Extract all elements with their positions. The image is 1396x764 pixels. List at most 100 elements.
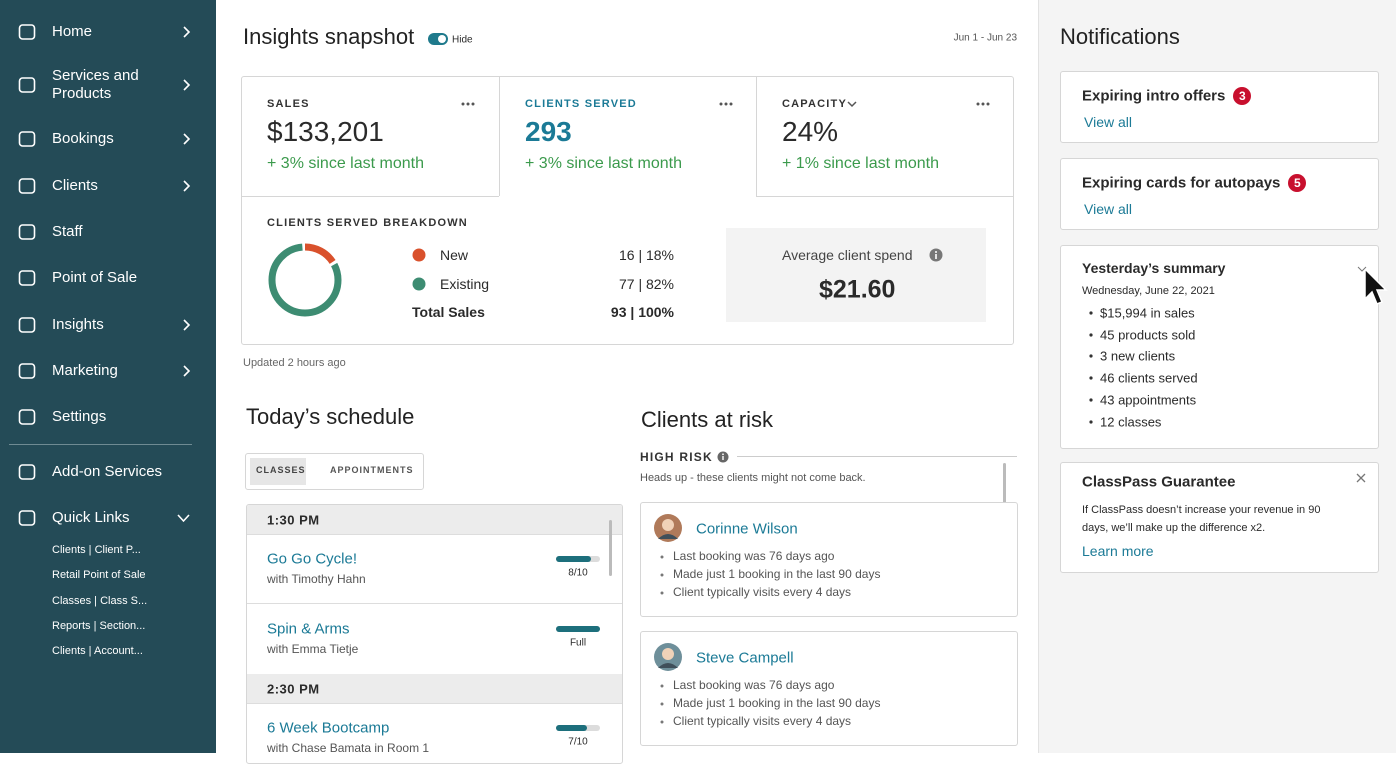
- summary-item: 12 classes: [1100, 414, 1162, 429]
- metric-change: + 3% since last month: [267, 155, 424, 172]
- nav-item[interactable]: Home: [52, 23, 93, 40]
- nav-icon: [18, 270, 36, 286]
- client-card: [640, 502, 1018, 617]
- total-value: 93 | 100%: [610, 304, 674, 320]
- time-label: 1:30 PM: [267, 512, 320, 528]
- quick-link[interactable]: Retail Point of Sale: [52, 569, 146, 582]
- divider: [499, 76, 500, 196]
- average-value: $21.60: [819, 275, 896, 304]
- risk-note: Heads up - these clients might not come …: [640, 472, 866, 484]
- nav-icon: [18, 77, 36, 93]
- metric-value: 293: [525, 116, 572, 147]
- legend-dot: [412, 277, 426, 290]
- nav-item[interactable]: Add-on Services: [52, 463, 163, 480]
- chevron[interactable]: [182, 133, 192, 145]
- nav-item[interactable]: Bookings: [52, 130, 114, 147]
- nav-item[interactable]: Services and Products: [52, 67, 139, 102]
- date-range: Jun 1 - Jun 23: [953, 32, 1017, 44]
- progress-label: Full: [569, 637, 587, 649]
- client-fact: Last booking was 76 days ago: [673, 549, 835, 563]
- summary-item: $15,994 in sales: [1100, 305, 1195, 321]
- sidebar: [0, 0, 216, 753]
- chevron[interactable]: [182, 26, 192, 38]
- divider: [247, 603, 622, 604]
- close-icon[interactable]: [1356, 473, 1366, 483]
- nav-item[interactable]: Insights: [52, 316, 104, 333]
- quick-link[interactable]: Reports | Section...: [52, 619, 146, 632]
- metric-change: + 1% since last month: [782, 155, 939, 172]
- schedule-title: Today’s schedule: [246, 404, 415, 429]
- class-name[interactable]: Spin & Arms: [267, 620, 350, 638]
- donut-segment: [268, 243, 342, 317]
- quick-link[interactable]: Classes | Class S...: [52, 594, 148, 607]
- summary-item: 45 products sold: [1100, 327, 1196, 343]
- bullet: [1089, 419, 1093, 424]
- view-all-link[interactable]: View all: [1084, 114, 1132, 130]
- client-name[interactable]: Steve Campell: [696, 649, 794, 667]
- metric-label: SALES: [267, 98, 310, 110]
- donut-chart: [268, 243, 342, 317]
- nav-item[interactable]: Clients: [52, 177, 98, 194]
- average-box: [726, 228, 986, 322]
- client-fact: Client typically visits every 4 days: [673, 714, 852, 728]
- notifications-title: Notifications: [1060, 24, 1180, 49]
- nav-item[interactable]: Quick Links: [52, 509, 130, 526]
- chevron[interactable]: [182, 180, 192, 192]
- legend-dot: [412, 248, 426, 262]
- chevron[interactable]: [182, 319, 192, 331]
- average-label: Average client spend: [782, 247, 913, 263]
- class-detail: with Emma Tietje: [267, 642, 359, 656]
- info-icon[interactable]: [929, 248, 943, 262]
- toggle-label[interactable]: Hide: [452, 34, 473, 46]
- progress-fill: [556, 626, 600, 632]
- more-icon[interactable]: [719, 102, 735, 106]
- summary-item: 3 new clients: [1100, 348, 1176, 364]
- tab[interactable]: APPOINTMENTS: [330, 465, 414, 475]
- toggle[interactable]: [428, 33, 448, 45]
- bullet: [660, 555, 664, 559]
- risk-level: HIGH RISK: [640, 450, 713, 464]
- summary-card: [1060, 245, 1379, 449]
- nav-icon: [18, 24, 36, 40]
- metric-value: $133,201: [267, 116, 384, 147]
- nav-item[interactable]: Point of Sale: [52, 269, 138, 286]
- nav-item[interactable]: Settings: [52, 408, 107, 425]
- view-all-link[interactable]: View all: [1084, 201, 1132, 217]
- chevron[interactable]: [182, 365, 192, 377]
- nav-item[interactable]: Marketing: [52, 362, 118, 379]
- count-badge: 5: [1288, 174, 1307, 192]
- chevron[interactable]: [182, 79, 192, 91]
- class-name[interactable]: Go Go Cycle!: [267, 550, 358, 568]
- client-name[interactable]: Corinne Wilson: [696, 520, 798, 538]
- quick-link[interactable]: Clients | Client P...: [52, 544, 141, 556]
- class-name[interactable]: 6 Week Bootcamp: [267, 719, 390, 737]
- quick-link[interactable]: Clients | Account...: [52, 645, 143, 658]
- dropdown-icon[interactable]: [847, 100, 857, 108]
- bullet: [660, 573, 664, 577]
- guarantee-card: [1060, 462, 1379, 573]
- summary-item: 46 clients served: [1100, 370, 1198, 386]
- notification-title: Expiring intro offers: [1082, 87, 1226, 105]
- bullet: [660, 720, 664, 724]
- insights-title: Insights snapshot: [243, 24, 415, 49]
- tab[interactable]: CLASSES: [256, 465, 306, 475]
- divider: [737, 456, 1017, 457]
- row-label: New: [440, 247, 469, 263]
- scrollbar: [1003, 463, 1006, 519]
- nav-item[interactable]: Staff: [52, 223, 83, 240]
- row-value: 77 | 82%: [618, 275, 674, 292]
- chevron[interactable]: [177, 514, 190, 523]
- guarantee-link[interactable]: Learn more: [1082, 543, 1154, 559]
- bullet: [660, 684, 664, 688]
- tab-selected-bg: [250, 458, 306, 485]
- notification-card: [1060, 158, 1379, 230]
- more-icon[interactable]: [976, 102, 992, 106]
- info-icon[interactable]: [717, 451, 729, 463]
- row-label: Existing: [440, 275, 490, 292]
- bullet: [1089, 354, 1093, 358]
- client-fact: Client typically visits every 4 days: [673, 585, 852, 599]
- client-card: [640, 631, 1018, 746]
- more-icon[interactable]: [461, 102, 477, 106]
- progress-label: 8/10: [568, 567, 588, 579]
- nav-icon: [18, 317, 36, 333]
